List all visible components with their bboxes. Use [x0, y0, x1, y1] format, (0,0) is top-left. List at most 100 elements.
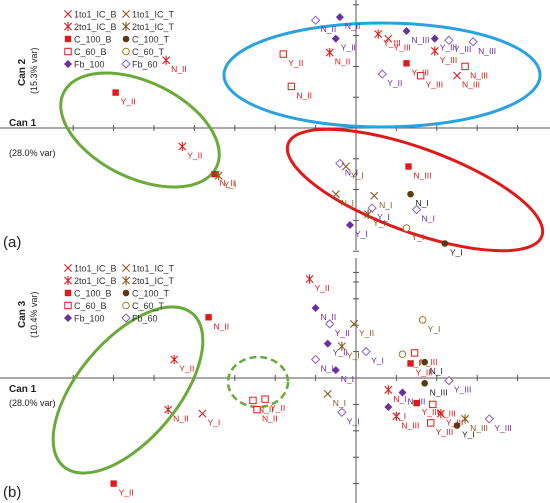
- legend-marker-c-100-b: [64, 35, 72, 43]
- point-label: Y_II: [119, 488, 134, 498]
- data-point-c-100-b: [110, 480, 117, 487]
- data-point-2to1-ic-t: [337, 341, 346, 351]
- point-label: N_I: [407, 358, 420, 368]
- data-point-c-100-b: [403, 60, 410, 67]
- legend-label: 2to1_IC_B: [74, 22, 117, 32]
- point-label: Y_II: [335, 328, 350, 338]
- point-label: Y_III: [446, 418, 463, 428]
- group-ellipse-dashed-b: [226, 355, 290, 409]
- panel-label-b: (b): [3, 484, 21, 501]
- legend-label: C_100_T: [132, 35, 170, 45]
- data-point-1to1-ic-b: [198, 409, 207, 418]
- data-point-c-100-t: [453, 422, 461, 429]
- legend-label: Fb_60: [132, 60, 158, 70]
- point-label: Y_II: [341, 43, 356, 53]
- point-label: Y_I: [393, 411, 406, 421]
- point-label: N_III: [430, 387, 448, 397]
- legend-marker-c-100-t: [122, 289, 130, 297]
- data-point-c-60-t: [402, 224, 411, 232]
- point-label: N_I: [345, 167, 358, 177]
- data-point-2to1-ic-b: [164, 405, 173, 415]
- point-label: Y_I: [207, 418, 220, 428]
- data-point-c-60-t: [418, 316, 427, 324]
- point-label: Y_II: [121, 97, 136, 107]
- y-axis-label-b: Can 3: [17, 300, 28, 328]
- data-point-c-60-b: [410, 349, 419, 357]
- group-ellipse-green-a: [59, 71, 221, 189]
- point-label: Y_III: [426, 80, 443, 90]
- data-point-2to1-ic-b: [436, 409, 445, 419]
- data-point-c-100-t: [421, 358, 428, 366]
- point-label: Y_II: [359, 328, 374, 338]
- data-point-2to1-ic-b: [170, 354, 179, 365]
- point-label: Y_I: [428, 324, 441, 334]
- point-label: N_II: [296, 90, 312, 100]
- legend-marker-c-100-b: [64, 289, 72, 297]
- legend-label: C_100_T: [132, 289, 170, 299]
- point-label: Y_III: [436, 427, 453, 437]
- legend-b: 1to1_IC_B 1to1_IC_T 2to1_IC_B 2to1_IC_T C_10…: [64, 264, 175, 324]
- data-point-2to1-ic-b: [325, 47, 334, 58]
- point-label: N_I: [393, 394, 406, 404]
- point-label: N_II: [173, 414, 189, 424]
- legend-a: 1to1_IC_B 1to1_IC_T 2to1_IC_B 2to1_IC_T C_10…: [64, 10, 175, 70]
- point-label: Y_II: [179, 364, 194, 374]
- data-point-fb-100: [398, 388, 407, 397]
- data-point-fb-100: [430, 34, 439, 43]
- point-label: N_I: [416, 198, 429, 208]
- point-label: N_I: [422, 214, 435, 224]
- data-point-fb-60: [367, 203, 377, 213]
- legend-label: 2to1_IC_B: [74, 276, 117, 286]
- data-point-fb-100: [384, 403, 393, 412]
- data-point-c-100-b: [405, 163, 412, 170]
- point-label: Y_I: [224, 180, 237, 190]
- panel-b: N_IIY_IIN_II Y_IY_IIY_IIN_IIY_II Y_IIY_II Y…: [0, 258, 550, 503]
- point-label: Y_III: [416, 367, 433, 377]
- legend-label: Fb_100: [74, 60, 105, 70]
- point-label: N_I: [430, 366, 443, 376]
- legend-marker-2to1-ic-t: [122, 275, 130, 286]
- point-label: Y_I: [347, 350, 360, 360]
- point-label: N_II: [321, 312, 337, 322]
- point-label: Y_I: [371, 356, 384, 366]
- data-point-fb-60: [310, 15, 321, 25]
- group-ellipse-green-b: [51, 305, 205, 475]
- data-point-fb-60: [468, 37, 478, 47]
- data-point-1to1-ic-b: [453, 71, 461, 80]
- panel-label-a: (a): [3, 234, 21, 251]
- point-label: N_III: [470, 423, 488, 433]
- point-label: N_III: [420, 357, 438, 367]
- group-ellipse-red-a: [285, 127, 545, 253]
- point-label: N_I: [341, 374, 354, 384]
- point-label: Y_I: [462, 430, 475, 440]
- data-point-c-60-b: [427, 419, 435, 427]
- legend-marker-1to1-ic-b: [64, 264, 72, 272]
- legend-marker-2to1-ic-b: [64, 275, 72, 286]
- legend-marker-c-60-t: [122, 301, 130, 310]
- point-label: Y_III: [454, 44, 471, 54]
- x-axis-label-b: Can 1: [9, 384, 37, 395]
- point-label: Y_I: [377, 212, 390, 222]
- y-axis-var-b: (10.4% var): [29, 291, 39, 338]
- x-axis-var-b: (28.0% var): [9, 398, 56, 408]
- data-point-fb-60: [310, 354, 321, 365]
- legend-label: 1to1_IC_T: [132, 10, 175, 20]
- data-point-fb-60: [335, 158, 345, 169]
- data-point-fb-100: [331, 34, 340, 43]
- legend-label: C_60_T: [132, 47, 165, 57]
- point-label: Y_II: [288, 58, 303, 68]
- point-label: N_I: [379, 200, 392, 210]
- point-label: N_II: [321, 24, 337, 34]
- point-label: Y_III: [494, 423, 511, 433]
- legend-marker-2to1-ic-t: [122, 21, 130, 32]
- legend-label: C_60_B: [74, 301, 107, 311]
- legend-marker-c-100-t: [122, 35, 130, 43]
- data-point-2to1-ic-b: [374, 29, 383, 39]
- data-point-c-60-b: [416, 71, 425, 80]
- point-label: N_III: [412, 35, 430, 45]
- point-label: N_II: [335, 57, 351, 67]
- legend-marker-fb-100: [64, 314, 72, 322]
- legend-label: Fb_60: [132, 314, 158, 324]
- point-label: N_II: [214, 321, 230, 331]
- point-label: Y_I: [450, 248, 463, 258]
